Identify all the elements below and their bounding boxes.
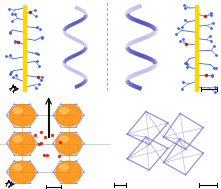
Ellipse shape (9, 161, 35, 183)
Ellipse shape (56, 104, 81, 126)
Ellipse shape (9, 104, 35, 126)
Ellipse shape (60, 108, 69, 113)
Ellipse shape (9, 133, 35, 155)
Ellipse shape (56, 133, 81, 155)
Ellipse shape (60, 164, 69, 170)
Bar (23, 5, 26, 91)
Ellipse shape (56, 161, 81, 183)
Bar (195, 5, 198, 91)
Ellipse shape (13, 164, 22, 170)
Ellipse shape (60, 136, 69, 142)
Ellipse shape (13, 108, 22, 113)
Ellipse shape (13, 136, 22, 142)
